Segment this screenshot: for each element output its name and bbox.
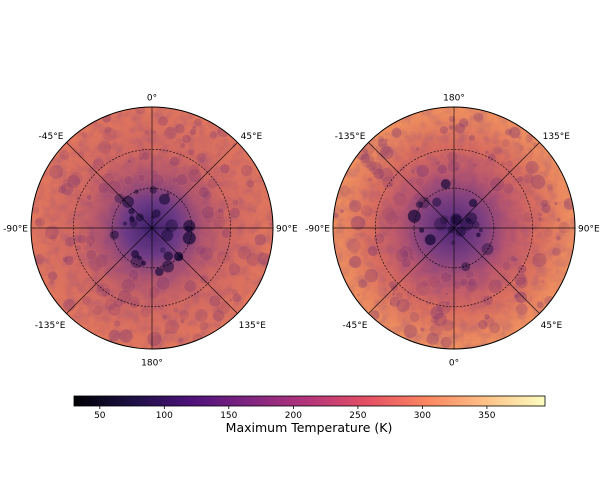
south-label-left: -90°E [305, 225, 330, 235]
north-label-lower-right: 135°E [239, 321, 267, 331]
north-label-upper-left: -45°E [39, 132, 64, 142]
south-label-lower-left: -45°E [343, 321, 368, 331]
colorbar-tick-label: 100 [156, 411, 173, 421]
colorbar: 50 100 150 200 250 300 350 Maximum Temperature… [73, 395, 546, 435]
north-label-bottom: 180° [141, 359, 163, 369]
north-map-outline [30, 106, 274, 350]
colorbar-tick-label: 150 [220, 411, 237, 421]
south-label-lower-right: 45°E [541, 321, 563, 331]
south-label-bottom: 0° [449, 359, 459, 369]
colorbar-tick-label: 250 [349, 411, 366, 421]
colorbar-gradient-bar [73, 395, 546, 407]
north-label-upper-right: 45°E [241, 132, 263, 142]
north-meridian-line [66, 142, 238, 314]
south-label-right: 90°E [578, 225, 600, 235]
south-label-top: 180° [443, 94, 465, 104]
south-meridian-line [368, 142, 540, 314]
north-label-lower-left: -135°E [35, 321, 66, 331]
colorbar-tick-label: 350 [478, 411, 495, 421]
colorbar-ticks: 50 100 150 200 250 300 350 [94, 406, 496, 421]
north-polar-map: 0° 45°E 90°E 135°E 180° -135°E -90°E -45°E [3, 94, 298, 369]
north-label-right: 90°E [276, 225, 298, 235]
south-map-outline [332, 106, 576, 350]
south-label-upper-right: 135°E [543, 132, 571, 142]
north-label-top: 0° [147, 94, 157, 104]
south-label-upper-left: -135°E [335, 132, 366, 142]
south-polar-map: 180° 135°E 90°E 45°E 0° -45°E -90°E -135°E [305, 94, 600, 369]
north-label-left: -90°E [3, 225, 28, 235]
colorbar-label: Maximum Temperature (K) [226, 420, 393, 435]
colorbar-tick-label: 50 [94, 411, 106, 421]
colorbar-tick-label: 200 [285, 411, 302, 421]
colorbar-tick-label: 300 [414, 411, 431, 421]
